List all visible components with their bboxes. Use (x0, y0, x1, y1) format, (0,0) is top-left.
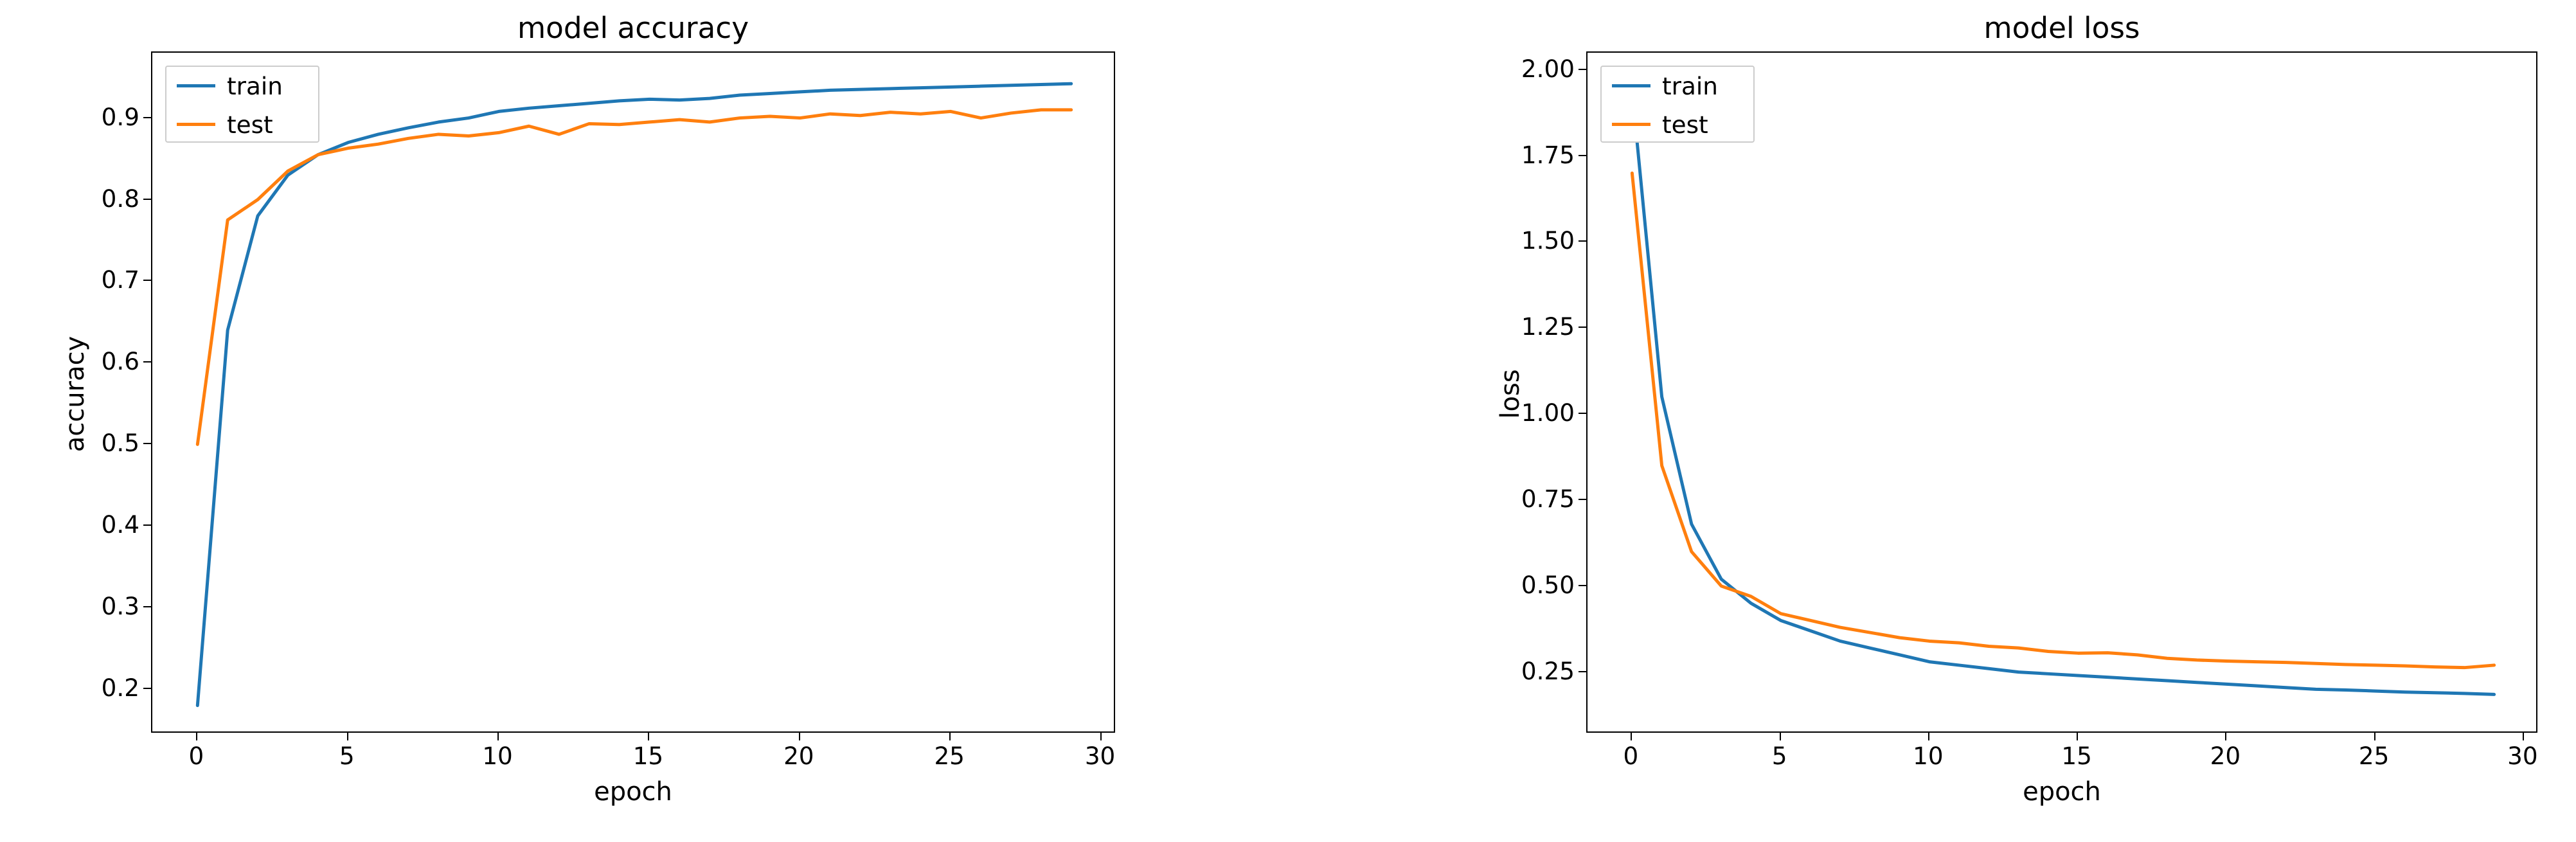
accuracy-ytick-mark (143, 280, 151, 281)
loss-series-test (1632, 173, 2494, 667)
loss-ytick-mark (1579, 155, 1586, 156)
accuracy-xtick-label: 5 (339, 742, 355, 770)
loss-xtick-label: 0 (1623, 742, 1639, 770)
loss-title: model loss (1419, 11, 2537, 45)
loss-ytick-label: 1.75 (1521, 141, 1575, 169)
accuracy-legend-entry-train: train (177, 74, 283, 98)
loss-ytick-mark (1579, 240, 1586, 242)
accuracy-title: model accuracy (0, 11, 1115, 45)
accuracy-legend-swatch-test (177, 123, 215, 126)
loss-xtick-label: 25 (2359, 742, 2390, 770)
loss-plot-svg (1588, 53, 2539, 734)
accuracy-xtick-label: 15 (633, 742, 664, 770)
accuracy-ytick-mark (143, 688, 151, 689)
loss-ytick-mark (1579, 69, 1586, 70)
accuracy-ytick-mark (143, 606, 151, 607)
loss-xtick-label: 5 (1772, 742, 1787, 770)
loss-legend-entry-train: train (1612, 74, 1718, 98)
accuracy-xlabel: epoch (151, 777, 1115, 807)
accuracy-ylabel: accuracy (60, 265, 90, 523)
loss-legend-entry-test: test (1612, 112, 1708, 136)
accuracy-legend: train test (165, 66, 319, 143)
accuracy-xtick-mark (347, 733, 348, 740)
loss-ytick-label: 1.25 (1521, 312, 1575, 341)
accuracy-ytick-label: 0.2 (102, 674, 139, 702)
loss-ytick-label: 0.50 (1521, 571, 1575, 599)
accuracy-xtick-label: 0 (188, 742, 204, 770)
loss-ytick-label: 0.25 (1521, 657, 1575, 685)
accuracy-ytick-mark (143, 443, 151, 444)
loss-ytick-mark (1579, 499, 1586, 500)
loss-xtick-mark (1631, 733, 1632, 740)
accuracy-panel: model accuracy traintest epoch accuracy … (0, 0, 1157, 842)
accuracy-ytick-label: 0.9 (102, 103, 139, 131)
accuracy-axes: train test (151, 51, 1115, 733)
loss-ytick-mark (1579, 585, 1586, 586)
loss-ytick-label: 0.75 (1521, 485, 1575, 513)
loss-axes: train test (1586, 51, 2537, 733)
accuracy-xtick-label: 10 (482, 742, 513, 770)
accuracy-series-test (197, 110, 1071, 444)
accuracy-xtick-mark (497, 733, 499, 740)
loss-legend-label-test: test (1662, 111, 1708, 139)
accuracy-xtick-mark (799, 733, 800, 740)
loss-xtick-mark (2225, 733, 2226, 740)
loss-legend-label-train: train (1662, 72, 1718, 100)
loss-legend-swatch-test (1612, 123, 1650, 126)
loss-ytick-label: 1.50 (1521, 226, 1575, 255)
loss-ytick-mark (1579, 671, 1586, 672)
loss-xlabel: epoch (1586, 777, 2537, 807)
accuracy-ytick-label: 0.6 (102, 347, 139, 375)
loss-ytick-mark (1579, 327, 1586, 328)
loss-legend-swatch-train (1612, 84, 1650, 87)
accuracy-ytick-mark (143, 199, 151, 200)
loss-xtick-mark (1780, 733, 1781, 740)
accuracy-ytick-label: 0.5 (102, 429, 139, 457)
accuracy-xtick-mark (648, 733, 649, 740)
accuracy-legend-label-test: test (227, 111, 273, 139)
accuracy-ytick-mark (143, 117, 151, 118)
accuracy-legend-label-train: train (227, 72, 283, 100)
accuracy-ytick-label: 0.3 (102, 592, 139, 620)
loss-ytick-label: 1.00 (1521, 399, 1575, 427)
loss-legend: train test (1600, 66, 1755, 143)
accuracy-ytick-mark (143, 524, 151, 526)
accuracy-legend-entry-test: test (177, 112, 273, 136)
loss-xtick-mark (2523, 733, 2524, 740)
accuracy-plot-svg (152, 53, 1116, 734)
loss-xtick-label: 30 (2507, 742, 2538, 770)
loss-xtick-label: 10 (1913, 742, 1944, 770)
accuracy-xtick-mark (949, 733, 951, 740)
accuracy-ytick-label: 0.7 (102, 265, 139, 294)
accuracy-legend-swatch-train (177, 84, 215, 87)
loss-ytick-mark (1579, 413, 1586, 414)
accuracy-ytick-label: 0.4 (102, 510, 139, 539)
accuracy-xtick-label: 30 (1085, 742, 1116, 770)
loss-xtick-mark (2077, 733, 2078, 740)
loss-xtick-label: 20 (2210, 742, 2241, 770)
accuracy-xtick-mark (196, 733, 197, 740)
accuracy-ytick-label: 0.8 (102, 184, 139, 213)
accuracy-xtick-label: 25 (934, 742, 965, 770)
loss-xtick-mark (2374, 733, 2375, 740)
loss-panel: model loss traintest epoch loss 05101520… (1419, 0, 2576, 842)
accuracy-ytick-mark (143, 361, 151, 363)
loss-xtick-mark (1928, 733, 1929, 740)
accuracy-xtick-mark (1100, 733, 1102, 740)
accuracy-xtick-label: 20 (783, 742, 814, 770)
accuracy-series-train (197, 84, 1071, 705)
figure-row: model accuracy traintest epoch accuracy … (0, 0, 2576, 842)
loss-ytick-label: 2.00 (1521, 55, 1575, 83)
loss-xtick-label: 15 (2061, 742, 2092, 770)
